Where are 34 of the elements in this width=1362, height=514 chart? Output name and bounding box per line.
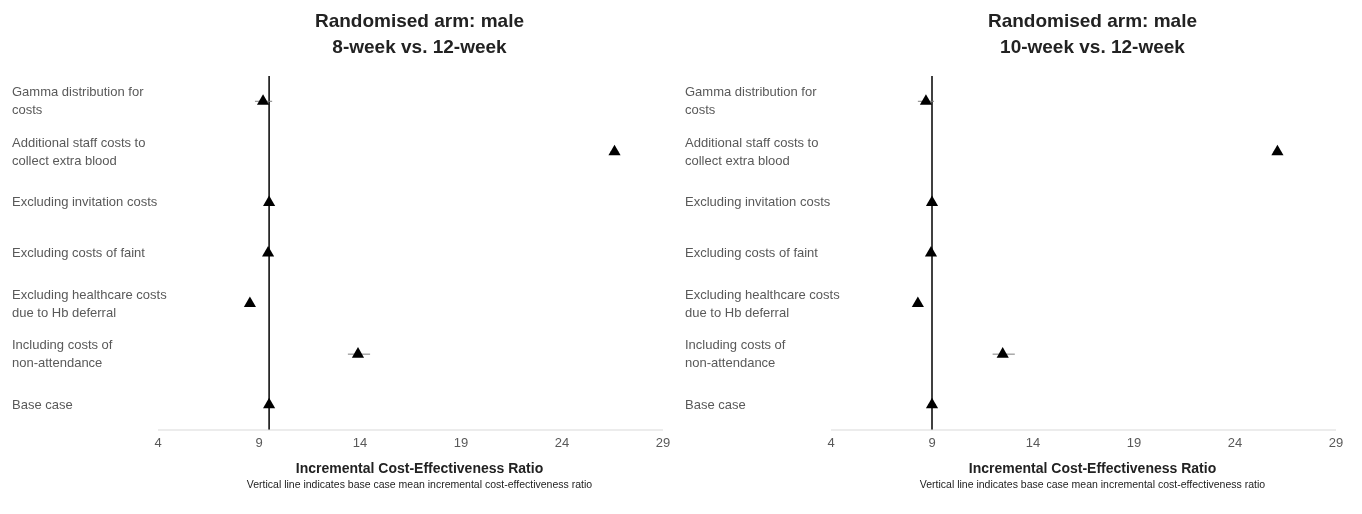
y-tick-label: Including costs of non-attendance	[12, 337, 113, 371]
x-tick-label: 19	[453, 435, 469, 451]
y-tick-label: Excluding healthcare costs due to Hb deferral	[685, 286, 841, 320]
text: Vertical line indicates base case mean incremental cost-effectiveness ratio	[918, 478, 1267, 490]
x-tick-label: 24	[1227, 435, 1243, 451]
y-tick-label: Excluding invitation costs	[685, 194, 831, 210]
x-tick-label: 24	[554, 435, 570, 451]
y-tick-label: Gamma distribution for costs	[685, 84, 818, 118]
y-tick-label: Base case	[12, 396, 73, 412]
text: Vertical line indicates base case mean incremental cost-effectiveness ratio	[245, 478, 594, 490]
x-tick-label: 4	[154, 435, 162, 451]
x-tick-label: 29	[655, 435, 671, 451]
x-tick-label: 14	[1025, 435, 1041, 451]
x-tick-label: 9	[255, 435, 263, 451]
x-tick-label: 19	[1126, 435, 1142, 451]
chart-title: Randomised arm: male	[313, 9, 526, 33]
x-tick-label: 29	[1328, 435, 1344, 451]
y-tick-label: Base case	[685, 396, 746, 412]
chart-subtitle: 10-week vs. 12-week	[999, 35, 1186, 59]
x-tick-label: 4	[827, 435, 835, 451]
x-tick-label: 14	[352, 435, 368, 451]
y-tick-label: Excluding healthcare costs due to Hb deferral	[12, 286, 168, 320]
x-axis-title: Incremental Cost-Effectiveness Ratio	[967, 460, 1218, 476]
y-tick-label: Gamma distribution for costs	[12, 84, 145, 118]
x-axis-title: Incremental Cost-Effectiveness Ratio	[294, 460, 545, 476]
chart-title: Randomised arm: male	[986, 9, 1199, 33]
chart-subtitle: 8-week vs. 12-week	[331, 35, 508, 59]
x-tick-label: 9	[928, 435, 936, 451]
y-tick-label: Additional staff costs to collect extra blood	[685, 134, 819, 168]
y-tick-label: Excluding invitation costs	[12, 194, 158, 210]
y-tick-label: Excluding costs of faint	[12, 245, 146, 260]
y-tick-label: Additional staff costs to collect extra blood	[12, 134, 146, 168]
y-tick-label: Including costs of non-attendance	[685, 337, 786, 371]
y-tick-label: Excluding costs of faint	[685, 245, 819, 260]
